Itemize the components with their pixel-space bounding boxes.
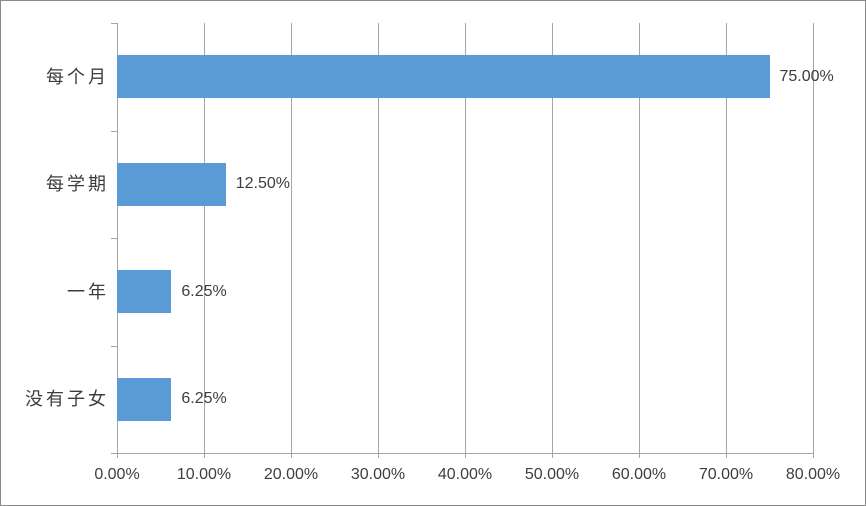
bar: [117, 55, 770, 99]
gridline: [813, 23, 814, 453]
x-axis-tick: [552, 453, 553, 458]
category-axis-tick: [111, 238, 117, 239]
x-axis-tick: [465, 453, 466, 458]
x-axis-tick-label: 60.00%: [611, 466, 667, 483]
x-axis-tick-label: 20.00%: [263, 466, 319, 483]
bar: [117, 162, 226, 206]
x-axis-tick: [291, 453, 292, 458]
bar-value-label: 12.50%: [235, 175, 291, 193]
category-axis-line: [117, 23, 118, 458]
gridline: [639, 23, 640, 453]
x-axis-line: [111, 453, 813, 454]
x-axis-tick-label: 30.00%: [350, 466, 406, 483]
bar: [117, 377, 172, 421]
gridline: [204, 23, 205, 453]
x-axis-tick-label: 70.00%: [698, 466, 754, 483]
category-axis-tick: [111, 130, 117, 132]
category-label: 每个月: [46, 66, 109, 87]
gridline: [465, 23, 466, 453]
x-axis-tick: [813, 453, 814, 458]
category-axis-tick: [111, 345, 117, 347]
bar-value-label: 6.25%: [181, 390, 227, 408]
bar: [117, 270, 172, 314]
category-label: 没有子女: [25, 389, 109, 410]
x-axis-tick: [204, 453, 205, 458]
gridline: [378, 23, 379, 453]
bar-value-label: 6.25%: [181, 282, 227, 300]
gridline: [726, 23, 727, 453]
x-axis-tick: [639, 453, 640, 458]
x-axis-tick-label: 80.00%: [785, 466, 841, 483]
gridline: [552, 23, 553, 453]
x-axis-tick-label: 50.00%: [524, 466, 580, 483]
bar-value-label: 75.00%: [779, 67, 834, 85]
x-axis-tick-label: 0.00%: [94, 466, 140, 483]
x-axis-tick: [378, 453, 379, 458]
x-axis-tick-label: 40.00%: [437, 466, 493, 483]
gridline: [291, 23, 292, 453]
x-axis-tick-label: 10.00%: [176, 466, 232, 483]
category-label: 每学期: [46, 174, 109, 195]
x-axis-tick: [726, 453, 727, 458]
category-label: 一年: [67, 281, 109, 302]
category-axis-tick: [111, 453, 117, 454]
category-axis-tick: [111, 23, 117, 24]
